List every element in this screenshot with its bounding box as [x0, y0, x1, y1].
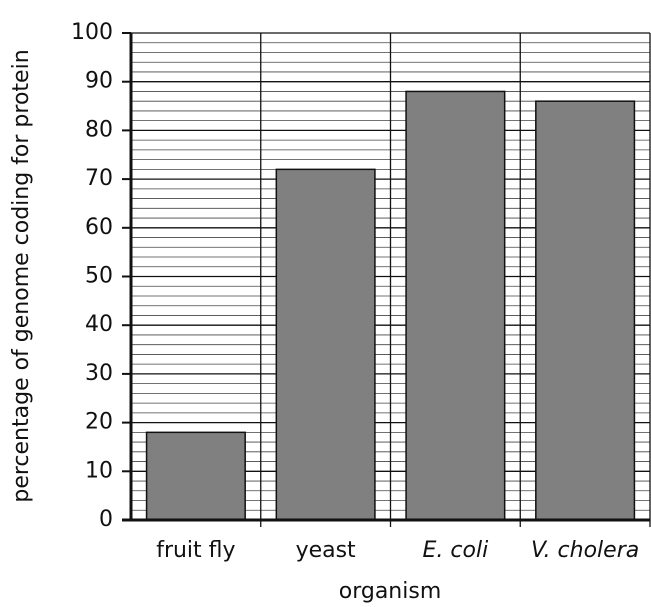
x-tick-label: fruit fly: [156, 538, 235, 563]
y-tick-label: 90: [85, 69, 113, 94]
bar: [275, 168, 376, 521]
y-tick-label: 80: [85, 117, 113, 142]
y-tick-label: 60: [85, 215, 113, 240]
y-tick-label: 100: [71, 20, 113, 45]
x-axis-label: organism: [339, 579, 442, 604]
y-axis-label: percentage of genome coding for protein: [9, 49, 34, 502]
y-tick-label: 30: [85, 361, 113, 386]
y-tick-label: 40: [85, 312, 113, 337]
bar: [145, 431, 246, 521]
x-tick-label: V. cholera: [531, 538, 639, 563]
y-tick-label: 0: [99, 507, 113, 532]
bar: [535, 100, 636, 521]
x-tick-label: yeast: [296, 538, 356, 563]
x-tick-label: E. coli: [423, 538, 489, 563]
y-tick-label: 50: [85, 264, 113, 289]
y-tick-label: 70: [85, 166, 113, 191]
y-tick-label: 20: [85, 410, 113, 435]
y-tick-label: 10: [85, 458, 113, 483]
bar: [405, 90, 506, 521]
